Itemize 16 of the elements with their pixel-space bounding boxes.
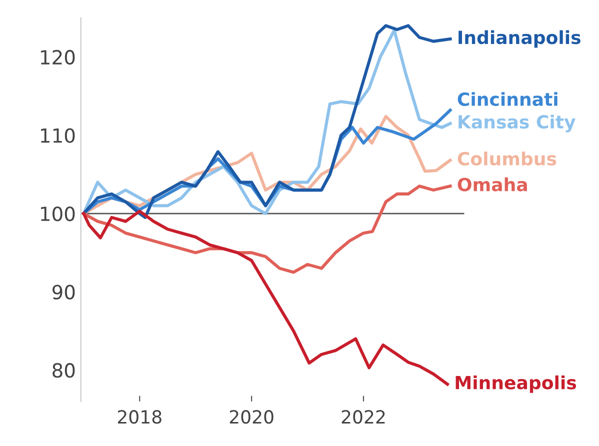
series-label: Omaha	[458, 177, 527, 192]
y-tick-label: 80	[52, 363, 75, 378]
x-tick-label: 2020	[230, 410, 274, 424]
line-series	[82, 210, 449, 386]
series-label: Cincinnati	[458, 92, 558, 106]
x-tick-label: 2022	[342, 410, 385, 424]
x-tick-label: 2018	[118, 410, 162, 424]
y-tick-label: 120	[41, 50, 75, 65]
y-tick-label: 90	[52, 284, 75, 300]
series-label: Indianapolis	[458, 30, 580, 48]
series-label: Minneapolis	[456, 375, 576, 393]
y-tick-label: 110	[41, 128, 75, 143]
line-series	[82, 184, 452, 274]
series-label: Columbus	[458, 152, 556, 166]
y-tick-label: 100	[41, 206, 75, 222]
series-label: Kansas City	[458, 114, 576, 132]
